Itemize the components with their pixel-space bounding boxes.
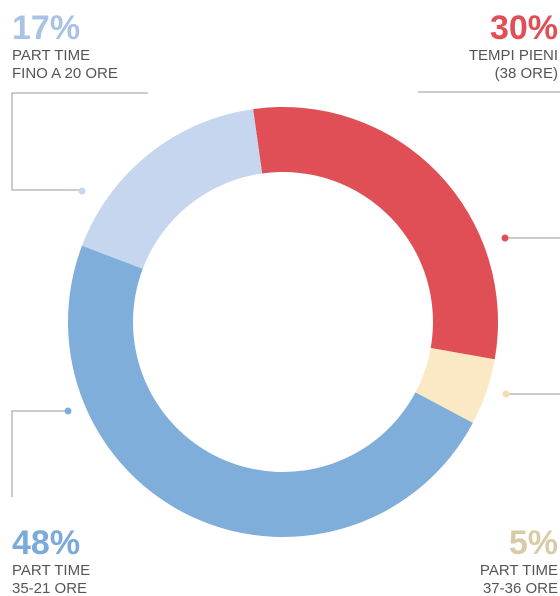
donut-slice	[82, 109, 263, 269]
percent-label: 17%	[12, 9, 80, 47]
percent-label: 30%	[490, 9, 558, 47]
percent-label: 48%	[12, 524, 80, 562]
donut-slice	[253, 107, 498, 360]
category-label: PART TIME	[12, 562, 90, 579]
leader-dot	[64, 407, 72, 415]
category-label: 35-21 ORE	[12, 580, 87, 596]
category-label: TEMPI PIENI	[469, 47, 558, 64]
leader-line	[11, 410, 68, 497]
category-label: (38 ORE)	[495, 65, 558, 82]
category-label: PART TIME	[480, 562, 558, 579]
donut-slice	[415, 348, 495, 423]
category-label: PART TIME	[12, 47, 90, 64]
category-label: 37-36 ORE	[483, 580, 558, 596]
leader-line	[11, 92, 148, 191]
donut-slice	[68, 245, 473, 537]
leader-lines	[11, 91, 560, 497]
percent-label: 5%	[509, 524, 558, 562]
leader-dot	[502, 390, 510, 398]
category-label: FINO A 20 ORE	[12, 65, 118, 82]
leader-dot	[501, 234, 509, 242]
leader-dot	[78, 187, 86, 195]
